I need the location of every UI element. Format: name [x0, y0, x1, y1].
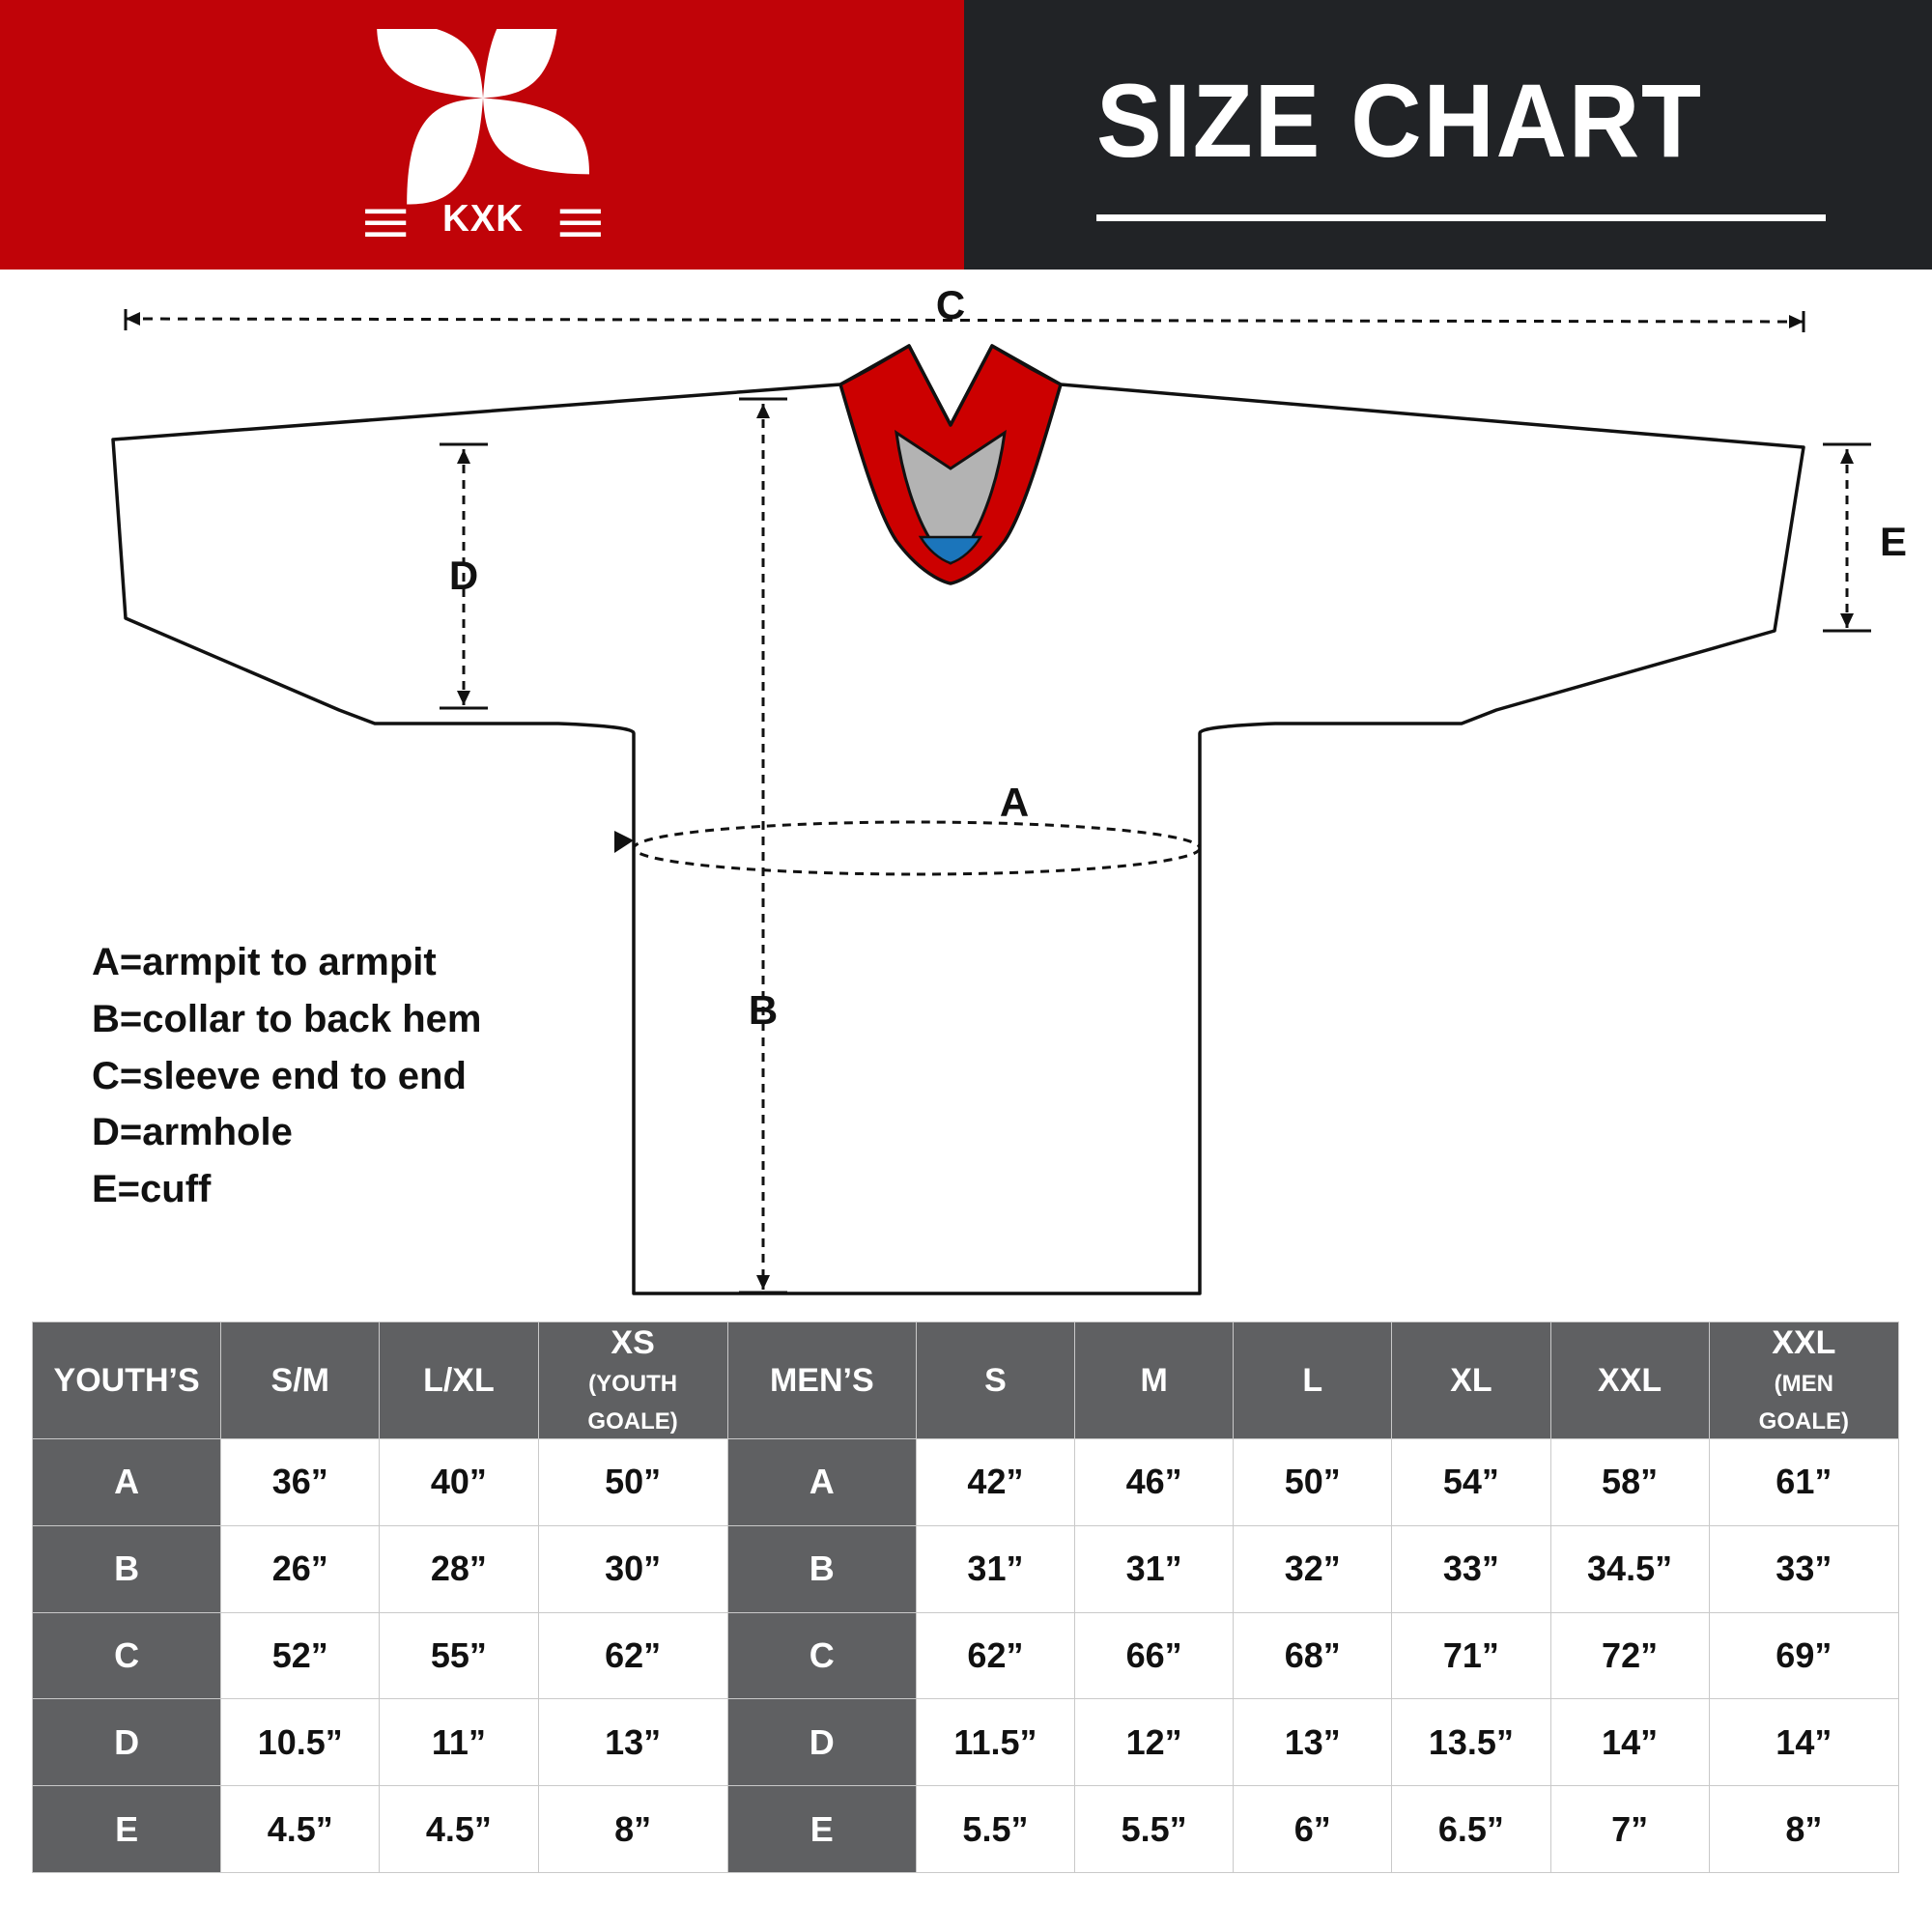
svg-text:KXK: KXK — [442, 198, 524, 240]
svg-text:C: C — [936, 290, 965, 327]
svg-text:A: A — [1000, 780, 1029, 825]
svg-text:E: E — [1880, 519, 1907, 564]
svg-text:D: D — [449, 553, 478, 598]
svg-text:B: B — [749, 987, 778, 1033]
